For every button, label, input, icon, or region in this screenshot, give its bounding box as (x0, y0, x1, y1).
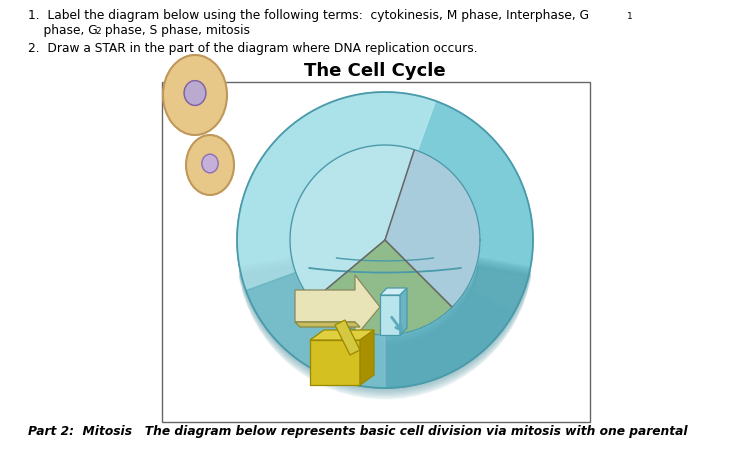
Wedge shape (239, 266, 531, 398)
Wedge shape (239, 264, 531, 395)
Polygon shape (310, 330, 374, 340)
Wedge shape (313, 240, 452, 334)
Wedge shape (246, 273, 513, 388)
Polygon shape (360, 330, 374, 385)
Wedge shape (239, 267, 531, 399)
Bar (162, 82, 590, 422)
Wedge shape (239, 258, 531, 389)
Wedge shape (239, 260, 531, 392)
Polygon shape (380, 295, 400, 335)
Wedge shape (237, 92, 436, 388)
Text: phase, S phase, mitosis: phase, S phase, mitosis (101, 24, 250, 37)
Text: Part 2:  Mitosis   The diagram below represents basic cell division via mitosis : Part 2: Mitosis The diagram below repres… (28, 425, 688, 438)
Polygon shape (310, 340, 360, 385)
Text: 1.  Label the diagram below using the following terms:  cytokinesis, M phase, In: 1. Label the diagram below using the fol… (28, 9, 589, 22)
Text: 2: 2 (95, 27, 100, 36)
Polygon shape (295, 322, 360, 327)
Text: 1: 1 (627, 12, 633, 21)
Wedge shape (239, 265, 531, 396)
Polygon shape (400, 288, 407, 335)
Ellipse shape (163, 55, 227, 135)
Ellipse shape (186, 135, 234, 195)
Circle shape (290, 145, 480, 335)
Wedge shape (239, 259, 531, 391)
Text: The Cell Cycle: The Cell Cycle (304, 62, 446, 80)
Polygon shape (295, 275, 380, 337)
Text: phase, G: phase, G (28, 24, 98, 37)
Wedge shape (313, 151, 479, 334)
Polygon shape (335, 320, 360, 355)
Polygon shape (380, 288, 407, 295)
Text: 2.  Draw a STAR in the part of the diagram where DNA replication occurs.: 2. Draw a STAR in the part of the diagra… (28, 42, 478, 55)
Circle shape (237, 92, 533, 388)
Wedge shape (239, 261, 531, 393)
Wedge shape (385, 151, 479, 306)
Ellipse shape (184, 81, 206, 105)
Wedge shape (239, 262, 531, 394)
Ellipse shape (202, 154, 218, 173)
